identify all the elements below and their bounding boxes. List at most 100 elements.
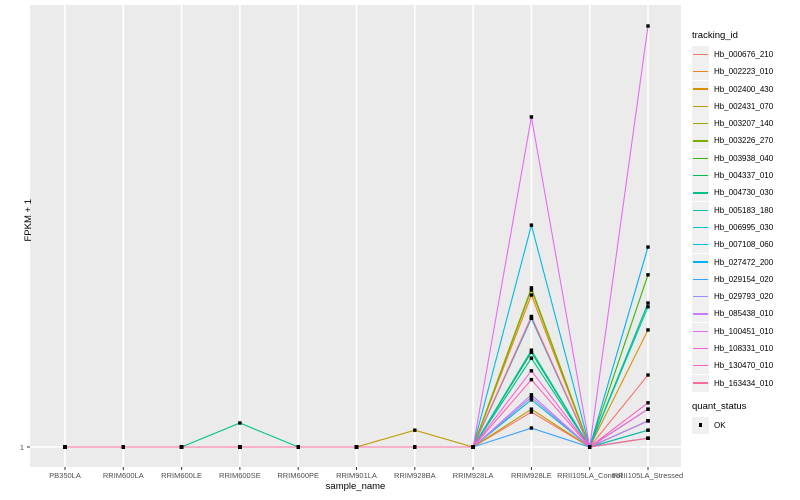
legend-item-Hb_163434_010: Hb_163434_010 xyxy=(692,374,798,392)
legend-item-Hb_003938_040: Hb_003938_040 xyxy=(692,149,798,167)
data-point xyxy=(296,445,300,449)
legend-key-swatch xyxy=(692,416,709,434)
legend-label: Hb_002223_010 xyxy=(714,67,774,77)
data-point xyxy=(63,445,67,449)
data-point xyxy=(529,407,534,411)
legend-key-swatch xyxy=(692,340,709,358)
legend-item-Hb_100451_010: Hb_100451_010 xyxy=(692,322,798,340)
legend-line-icon xyxy=(693,296,708,298)
legend-line-icon xyxy=(693,347,708,350)
legend-line-icon xyxy=(693,278,708,280)
data-point xyxy=(646,407,650,411)
legend-item-Hb_002431_070: Hb_002431_070 xyxy=(692,97,798,115)
legend-item-Hb_006995_030: Hb_006995_030 xyxy=(692,218,798,236)
data-point xyxy=(529,286,534,290)
legend-key-swatch xyxy=(692,132,709,150)
data-point xyxy=(529,410,534,414)
x-tick-label-RRIM928LA: RRIM928LA xyxy=(452,471,494,480)
data-point xyxy=(121,445,125,449)
data-point xyxy=(529,115,534,119)
legend-key-swatch xyxy=(692,184,709,202)
legend-label: Hb_003207_140 xyxy=(714,119,774,129)
legend-line-icon xyxy=(693,53,708,56)
legend-line-icon xyxy=(693,192,708,194)
data-point xyxy=(646,301,650,305)
data-point xyxy=(179,445,184,449)
legend-item-Hb_130470_010: Hb_130470_010 xyxy=(692,357,798,375)
legend-label: Hb_163434_010 xyxy=(714,378,774,388)
data-point xyxy=(646,24,650,28)
data-point xyxy=(529,395,534,400)
legend-line-icon xyxy=(693,71,708,73)
x-tick-label-PB350LA: PB350LA xyxy=(49,471,81,480)
legend-line-icon xyxy=(693,88,708,90)
legend-label: Hb_000676_210 xyxy=(714,50,774,59)
legend-label: Hb_003938_040 xyxy=(714,153,774,163)
data-point xyxy=(529,369,534,373)
data-point xyxy=(529,393,534,397)
data-point xyxy=(238,421,242,425)
data-point xyxy=(529,398,534,402)
data-point xyxy=(238,445,242,449)
data-point xyxy=(354,445,359,449)
legend-label: Hb_005183_180 xyxy=(714,205,774,215)
legend-title-quant-status: quant_status xyxy=(692,400,747,412)
quant-status-items: OK xyxy=(692,416,798,434)
legend-label: Hb_029154_020 xyxy=(714,274,774,284)
legend-label: Hb_085438_010 xyxy=(714,309,774,319)
legend-line-icon xyxy=(693,209,708,211)
data-point xyxy=(529,314,534,319)
black-square-icon xyxy=(698,423,703,427)
legend-item-Hb_007108_060: Hb_007108_060 xyxy=(692,236,798,254)
data-point xyxy=(529,223,534,227)
legend-key-swatch xyxy=(692,80,709,98)
data-point xyxy=(529,288,534,292)
legend-line-icon xyxy=(693,174,708,177)
data-point xyxy=(646,305,650,309)
data-point xyxy=(646,373,650,377)
legend-key-swatch xyxy=(692,270,709,288)
legend-key-swatch xyxy=(692,46,709,63)
x-tick-label-RRIM600PE: RRIM600PE xyxy=(277,471,320,480)
legend-item-Hb_029793_020: Hb_029793_020 xyxy=(692,288,798,306)
x-tick-label-RRIM928LE: RRIM928LE xyxy=(510,471,552,480)
legend-key-swatch xyxy=(692,305,709,323)
legend-item-Hb_085438_010: Hb_085438_010 xyxy=(692,305,798,323)
legend-item-Hb_108331_010: Hb_108331_010 xyxy=(692,340,798,358)
legend-key-swatch xyxy=(692,97,709,115)
legend-item-Hb_004730_030: Hb_004730_030 xyxy=(692,184,798,202)
legend-line-icon xyxy=(693,330,708,332)
data-point xyxy=(413,445,417,449)
legend-label: Hb_007108_060 xyxy=(714,240,774,250)
legend-key-swatch xyxy=(692,374,709,392)
legend-item-Hb_029154_020: Hb_029154_020 xyxy=(692,270,798,288)
x-tick-label-RRIM600LE: RRIM600LE xyxy=(161,471,203,480)
legend-key-swatch xyxy=(692,63,709,81)
legend-key-swatch xyxy=(692,253,709,271)
data-point xyxy=(646,436,650,440)
y-tick-label: 1 xyxy=(19,443,24,452)
legend-items: Hb_000676_210 Hb_002223_010 Hb_002400_430 H… xyxy=(692,46,798,392)
x-axis-title: sample_name xyxy=(325,481,386,492)
legend-item-Hb_003207_140: Hb_003207_140 xyxy=(692,115,798,133)
legend-label: Hb_100451_010 xyxy=(714,326,774,336)
legend-item-Hb_027472_200: Hb_027472_200 xyxy=(692,253,798,271)
legend-key-swatch xyxy=(692,288,709,306)
legend-item-Hb_002223_010: Hb_002223_010 xyxy=(692,63,798,81)
legend-line-icon xyxy=(693,157,708,159)
legend-label: Hb_006995_030 xyxy=(714,222,774,232)
x-tick-label-RRIM901LA: RRIM901LA xyxy=(336,471,377,480)
data-point xyxy=(588,445,592,449)
legend-line-icon xyxy=(693,365,708,367)
y-axis-title: FPKM + 1 xyxy=(22,199,34,242)
legend-line-icon xyxy=(693,105,708,108)
legend-key-swatch xyxy=(692,149,709,167)
data-point xyxy=(529,426,534,430)
legend-key-swatch xyxy=(692,167,709,185)
legend-line-icon xyxy=(693,261,708,263)
legend-item-Hb_004337_010: Hb_004337_010 xyxy=(692,167,798,185)
legend-title-tracking-id: tracking_id xyxy=(692,30,738,41)
legend-line-icon xyxy=(693,244,708,246)
legend-label: Hb_004730_030 xyxy=(714,188,774,198)
